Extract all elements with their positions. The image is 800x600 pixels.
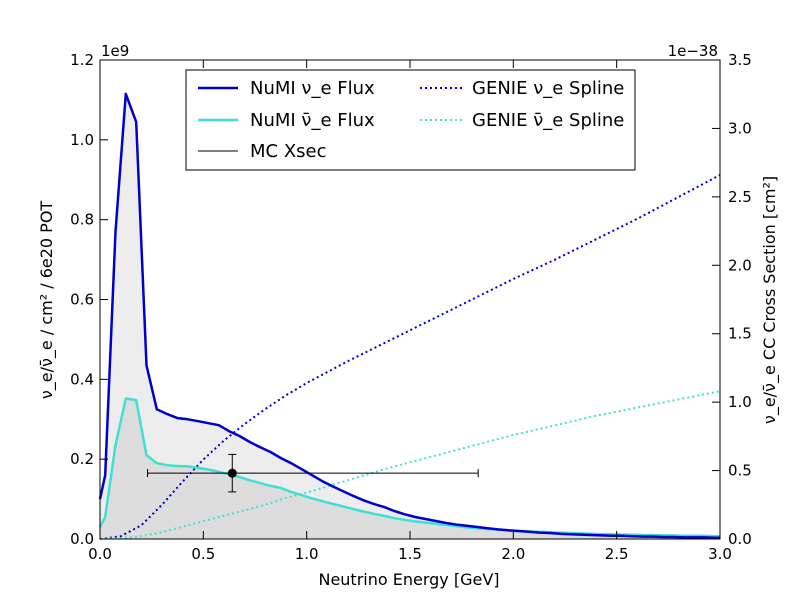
legend-label-mc-xsec: MC Xsec [250,141,327,162]
x-tick-label: 2.0 [501,545,525,563]
right-offset-text: 1e−38 [668,42,718,60]
x-tick-label: 1.0 [295,545,319,563]
left-axis-label: ν_e/ν̄_e / cm² / 6e20 POT [37,201,57,400]
y-right-tick-label: 2.0 [728,256,752,274]
y-right-tick-label: 1.5 [728,325,752,343]
y-left-tick-label: 0.8 [70,211,94,229]
mc-xsec-errorbar [147,453,479,493]
legend-label-nue-flux: NuMI ν_e Flux [250,78,375,99]
right-axis-label: ν_e/ν̄_e CC Cross Section [cm²] [760,176,780,424]
x-tick-label: 0.5 [191,545,215,563]
y-left-tick-label: 0.4 [70,370,94,388]
legend: NuMI ν_e Flux NuMI ν̄_e Flux MC Xsec GEN… [185,69,636,171]
x-tick-label: 2.5 [605,545,629,563]
legend-label-nue-spline: GENIE ν_e Spline [472,78,624,99]
nue-spline-line [99,174,721,540]
x-tick-label: 3.0 [708,545,732,563]
y-left-tick-label: 1.2 [70,51,94,69]
series-lines [98,92,721,540]
y-left-tick-label: 1.0 [70,131,94,149]
y-left-tick-label: 0.2 [70,450,94,468]
x-axis-label: Neutrino Energy [GeV] [318,570,499,589]
fill-nuebar [100,398,720,539]
flux-fill-area [100,93,720,540]
y-right-tick-label: 3.5 [728,51,752,69]
x-axis-ticks: 0.0 0.5 1.0 1.5 2.0 2.5 3.0 [88,60,732,563]
y-right-tick-label: 1.0 [728,393,752,411]
y-right-tick-label: 0.0 [728,530,752,548]
y-left-tick-label: 0.0 [70,530,94,548]
x-tick-label: 0.0 [88,545,112,563]
y-left-tick-label: 0.6 [70,291,94,309]
y-right-tick-label: 2.5 [728,188,752,206]
legend-label-nuebar-flux: NuMI ν̄_e Flux [250,110,375,131]
legend-box [185,69,636,171]
mc-xsec-point [227,468,237,478]
left-axis-ticks: 0.0 0.2 0.4 0.6 0.8 1.0 1.2 [70,51,108,548]
x-tick-label: 1.5 [398,545,422,563]
y-right-tick-label: 3.0 [728,119,752,137]
nue-flux-line [98,92,720,540]
nuebar-flux-line [98,397,720,538]
right-axis-ticks: 0.0 0.5 1.0 1.5 2.0 2.5 3.0 3.5 [712,51,752,548]
left-offset-text: 1e9 [101,42,129,60]
y-right-tick-label: 0.5 [728,462,752,480]
legend-label-nuebar-spline: GENIE ν̄_e Spline [472,110,624,131]
